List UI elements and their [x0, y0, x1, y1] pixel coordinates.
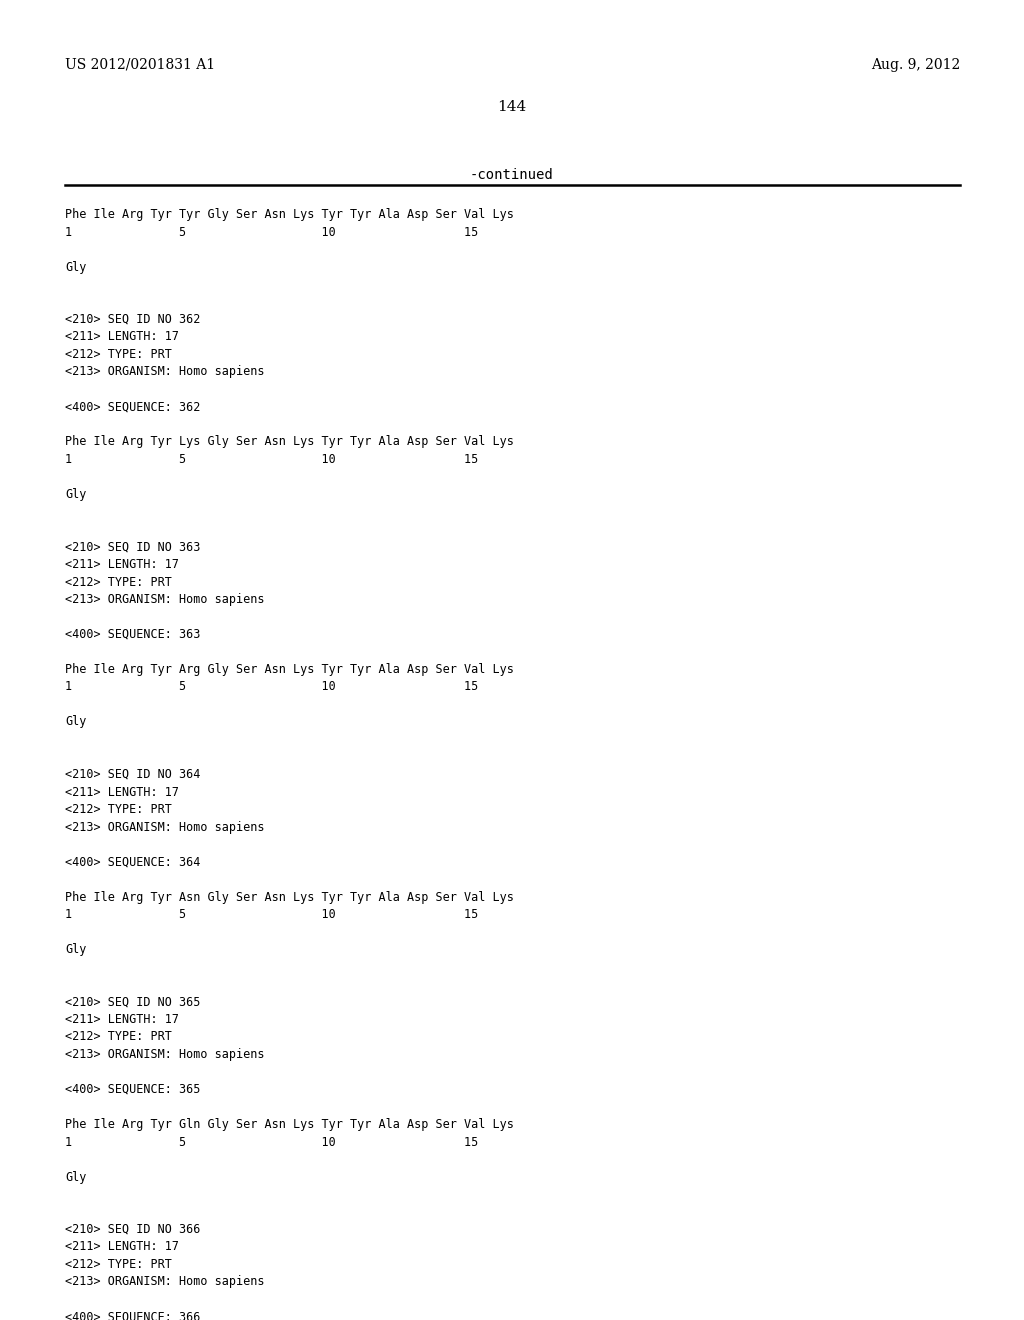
Text: <213> ORGANISM: Homo sapiens: <213> ORGANISM: Homo sapiens: [65, 366, 264, 379]
Text: Gly: Gly: [65, 488, 86, 502]
Text: <400> SEQUENCE: 366: <400> SEQUENCE: 366: [65, 1311, 201, 1320]
Text: <210> SEQ ID NO 362: <210> SEQ ID NO 362: [65, 313, 201, 326]
Text: Phe Ile Arg Tyr Lys Gly Ser Asn Lys Tyr Tyr Ala Asp Ser Val Lys: Phe Ile Arg Tyr Lys Gly Ser Asn Lys Tyr …: [65, 436, 514, 449]
Text: Phe Ile Arg Tyr Gln Gly Ser Asn Lys Tyr Tyr Ala Asp Ser Val Lys: Phe Ile Arg Tyr Gln Gly Ser Asn Lys Tyr …: [65, 1118, 514, 1131]
Text: Gly: Gly: [65, 715, 86, 729]
Text: <400> SEQUENCE: 364: <400> SEQUENCE: 364: [65, 855, 201, 869]
Text: <213> ORGANISM: Homo sapiens: <213> ORGANISM: Homo sapiens: [65, 1048, 264, 1061]
Text: Phe Ile Arg Tyr Tyr Gly Ser Asn Lys Tyr Tyr Ala Asp Ser Val Lys: Phe Ile Arg Tyr Tyr Gly Ser Asn Lys Tyr …: [65, 209, 514, 220]
Text: <213> ORGANISM: Homo sapiens: <213> ORGANISM: Homo sapiens: [65, 1275, 264, 1288]
Text: <212> TYPE: PRT: <212> TYPE: PRT: [65, 1258, 172, 1271]
Text: <211> LENGTH: 17: <211> LENGTH: 17: [65, 785, 179, 799]
Text: <400> SEQUENCE: 365: <400> SEQUENCE: 365: [65, 1082, 201, 1096]
Text: <400> SEQUENCE: 363: <400> SEQUENCE: 363: [65, 628, 201, 642]
Text: <210> SEQ ID NO 364: <210> SEQ ID NO 364: [65, 768, 201, 781]
Text: <212> TYPE: PRT: <212> TYPE: PRT: [65, 803, 172, 816]
Text: <211> LENGTH: 17: <211> LENGTH: 17: [65, 1241, 179, 1254]
Text: <210> SEQ ID NO 366: <210> SEQ ID NO 366: [65, 1224, 201, 1236]
Text: Phe Ile Arg Tyr Asn Gly Ser Asn Lys Tyr Tyr Ala Asp Ser Val Lys: Phe Ile Arg Tyr Asn Gly Ser Asn Lys Tyr …: [65, 891, 514, 903]
Text: <213> ORGANISM: Homo sapiens: <213> ORGANISM: Homo sapiens: [65, 593, 264, 606]
Text: <211> LENGTH: 17: <211> LENGTH: 17: [65, 1012, 179, 1026]
Text: <212> TYPE: PRT: <212> TYPE: PRT: [65, 576, 172, 589]
Text: US 2012/0201831 A1: US 2012/0201831 A1: [65, 58, 215, 73]
Text: <213> ORGANISM: Homo sapiens: <213> ORGANISM: Homo sapiens: [65, 821, 264, 833]
Text: -continued: -continued: [470, 168, 554, 182]
Text: <400> SEQUENCE: 362: <400> SEQUENCE: 362: [65, 400, 201, 413]
Text: Gly: Gly: [65, 942, 86, 956]
Text: 1               5                   10                  15: 1 5 10 15: [65, 681, 478, 693]
Text: 1               5                   10                  15: 1 5 10 15: [65, 226, 478, 239]
Text: 144: 144: [498, 100, 526, 114]
Text: Gly: Gly: [65, 260, 86, 273]
Text: <210> SEQ ID NO 363: <210> SEQ ID NO 363: [65, 540, 201, 553]
Text: <212> TYPE: PRT: <212> TYPE: PRT: [65, 1031, 172, 1044]
Text: Aug. 9, 2012: Aug. 9, 2012: [870, 58, 961, 73]
Text: Gly: Gly: [65, 1171, 86, 1184]
Text: Phe Ile Arg Tyr Arg Gly Ser Asn Lys Tyr Tyr Ala Asp Ser Val Lys: Phe Ile Arg Tyr Arg Gly Ser Asn Lys Tyr …: [65, 663, 514, 676]
Text: 1               5                   10                  15: 1 5 10 15: [65, 908, 478, 921]
Text: <210> SEQ ID NO 365: <210> SEQ ID NO 365: [65, 995, 201, 1008]
Text: <212> TYPE: PRT: <212> TYPE: PRT: [65, 348, 172, 360]
Text: <211> LENGTH: 17: <211> LENGTH: 17: [65, 558, 179, 572]
Text: 1               5                   10                  15: 1 5 10 15: [65, 453, 478, 466]
Text: <211> LENGTH: 17: <211> LENGTH: 17: [65, 330, 179, 343]
Text: 1               5                   10                  15: 1 5 10 15: [65, 1135, 478, 1148]
